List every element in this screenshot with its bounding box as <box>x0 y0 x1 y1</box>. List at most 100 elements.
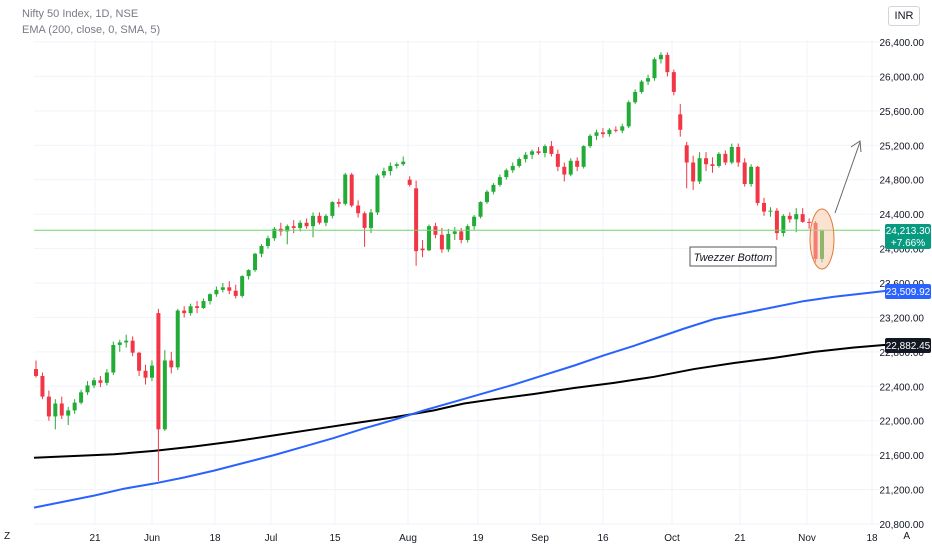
candle <box>626 100 631 129</box>
candle-body <box>162 360 167 430</box>
candle-body <box>59 403 64 416</box>
candle <box>704 152 709 172</box>
y-tick-label: 26,000.00 <box>880 72 925 83</box>
candle <box>156 308 161 481</box>
candle-body <box>633 91 638 103</box>
candle-body <box>755 166 760 203</box>
candle-body <box>369 212 374 228</box>
candle-body <box>304 222 309 227</box>
candle <box>388 162 393 176</box>
candle-body <box>478 202 483 217</box>
candle-body <box>214 289 219 295</box>
x-tick-label: Aug <box>399 533 417 544</box>
candle <box>227 281 232 295</box>
candle-body <box>710 164 715 166</box>
candle <box>774 208 779 240</box>
candle-body <box>581 146 586 167</box>
projection-arrow[interactable] <box>834 141 861 214</box>
candle-body <box>781 215 786 234</box>
candle-body <box>111 344 116 373</box>
candle <box>452 227 457 240</box>
candle-body <box>253 253 258 271</box>
candle <box>549 140 554 157</box>
x-tick-label: 21 <box>89 533 101 544</box>
candle-body <box>66 410 71 416</box>
corner-left-label[interactable]: Z <box>4 531 11 542</box>
candle-body <box>91 380 96 386</box>
candle-body <box>401 161 406 165</box>
candle-body <box>588 135 593 147</box>
candle <box>568 158 573 177</box>
annotation-box[interactable] <box>689 246 777 267</box>
candle-body <box>407 179 412 185</box>
candle <box>504 168 509 180</box>
candle <box>665 52 670 77</box>
candle <box>188 303 193 316</box>
candle <box>246 269 251 280</box>
candle-body <box>53 403 58 417</box>
candle <box>729 143 734 165</box>
candle-body <box>794 214 799 220</box>
candle-body <box>729 147 734 163</box>
candle <box>240 275 245 298</box>
highlight-ellipse[interactable] <box>809 208 835 270</box>
candle <box>323 214 328 227</box>
candle <box>72 399 77 414</box>
candle <box>311 212 316 238</box>
candle <box>343 172 348 206</box>
x-axis[interactable]: 21 Jun 18 Jul 15 Aug 19 Sep 16 Oct 21 Nov 18 <box>89 533 878 544</box>
ema-fast-badge <box>885 284 931 299</box>
candle-body <box>536 151 541 154</box>
candle <box>40 372 45 400</box>
candle-body <box>530 151 535 155</box>
candle <box>98 375 103 388</box>
candle-body <box>497 177 502 185</box>
candle-body <box>684 145 689 163</box>
ema-fast-line <box>33 289 888 509</box>
candle-body <box>491 184 496 192</box>
candle-body <box>510 165 515 171</box>
candle-body <box>723 153 728 163</box>
candle <box>620 123 625 134</box>
auto-scale-button[interactable]: A <box>903 531 910 542</box>
candle-body <box>330 202 335 216</box>
candle-body <box>143 370 148 378</box>
chart-title: Nifty 50 Index, 1D, NSE <box>22 8 139 20</box>
x-tick-label: Oct <box>664 533 680 544</box>
candle <box>613 126 618 133</box>
candle <box>304 218 309 229</box>
candle <box>278 222 283 236</box>
candle <box>137 351 142 376</box>
candle <box>491 183 496 195</box>
candle-body <box>311 215 316 227</box>
candle-body <box>800 214 805 222</box>
candle <box>162 350 167 432</box>
candle-body <box>807 221 812 223</box>
candle-body <box>420 248 425 251</box>
candle <box>201 298 206 309</box>
candle-body <box>79 392 84 403</box>
candle-body <box>736 147 741 163</box>
candle <box>439 227 444 253</box>
candle <box>79 389 84 405</box>
candle-body <box>762 202 767 212</box>
candle-body <box>575 160 580 167</box>
ema-slow-line <box>33 343 888 459</box>
candle <box>594 129 599 141</box>
candle-body <box>562 166 567 175</box>
price-badges: 24,213.30 +7.66% 23,509.92 22,882.45 <box>885 224 931 353</box>
candle <box>472 215 477 230</box>
y-tick-label: 26,400.00 <box>880 38 925 49</box>
candle <box>220 283 225 293</box>
candle-body <box>233 290 238 296</box>
candle <box>723 150 728 166</box>
candle-body <box>137 352 142 371</box>
candle-body <box>568 160 573 175</box>
candle-body <box>227 287 232 291</box>
candle <box>143 364 148 385</box>
candle-body <box>620 126 625 131</box>
currency-button[interactable]: INR <box>888 6 920 26</box>
candle <box>497 174 502 187</box>
candle-body <box>201 301 206 308</box>
